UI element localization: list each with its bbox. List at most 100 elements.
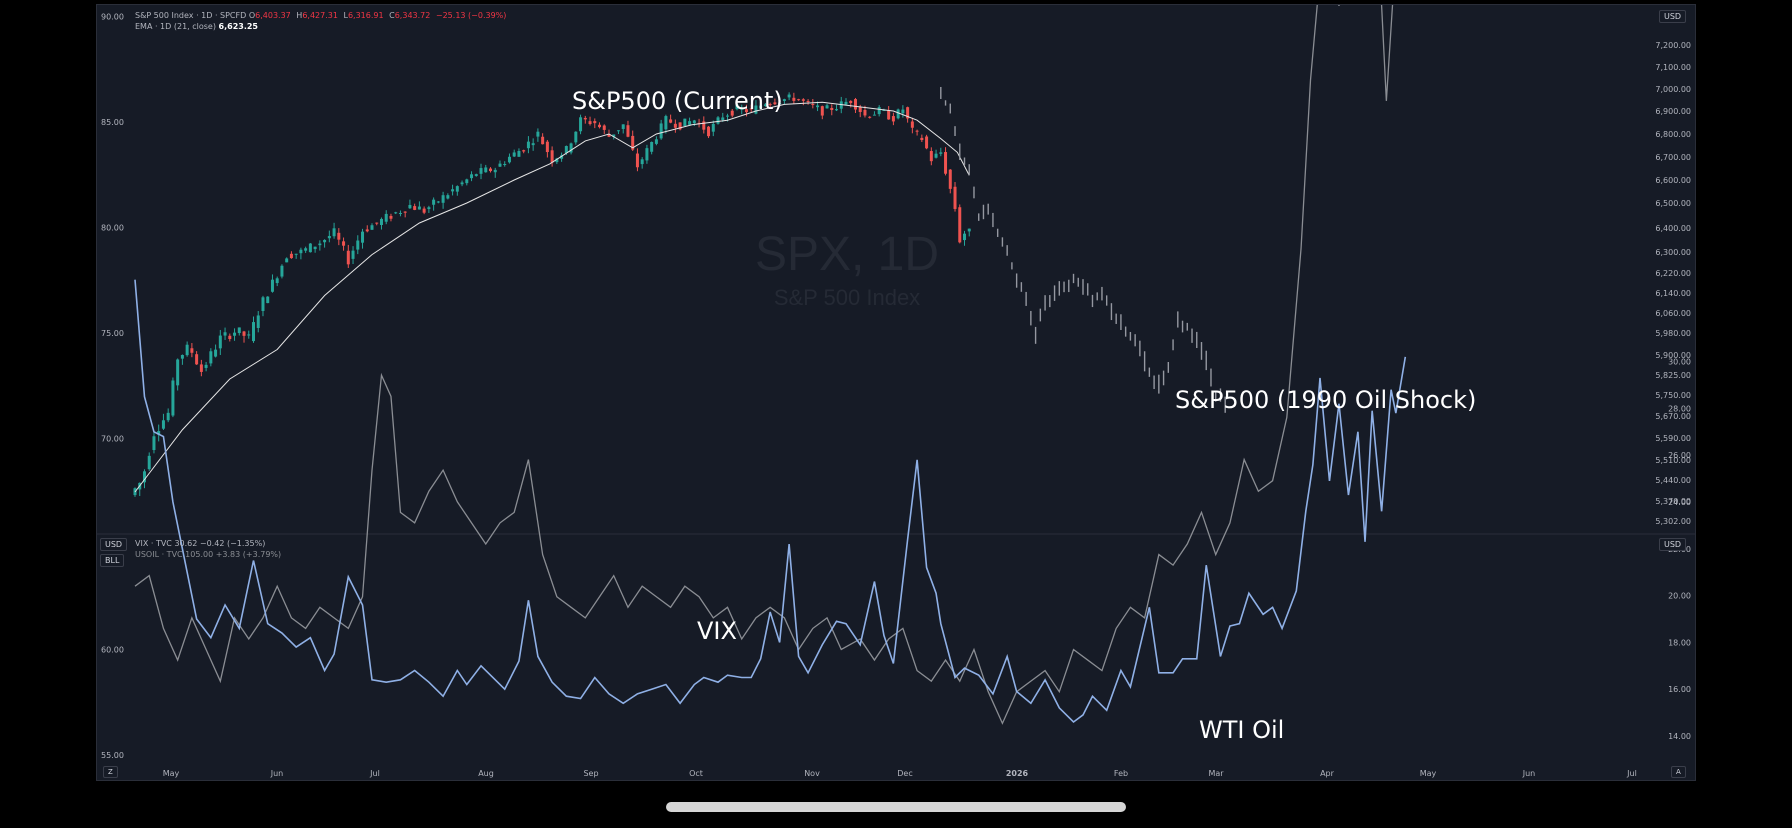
candle-body — [304, 248, 308, 251]
candle-body — [237, 327, 241, 334]
price-axis-label: 5,825.00 — [1655, 371, 1691, 380]
chart-canvas[interactable]: 7,200.00 7,100.00 7,000.00 6,900.00 6,800.00… — [97, 5, 1696, 781]
candle-body — [223, 332, 227, 336]
candle-body — [252, 322, 255, 342]
zoom-corner-left[interactable]: Z — [103, 766, 118, 778]
candle-body — [555, 158, 559, 163]
time-axis-label: Apr — [1320, 769, 1335, 778]
candle-body — [422, 208, 426, 213]
candle-body — [465, 179, 469, 184]
candle-body — [654, 139, 658, 144]
candle-body — [787, 94, 791, 98]
candle-body — [616, 130, 620, 132]
price-axis-label: 7,100.00 — [1655, 63, 1691, 72]
candle-body — [635, 153, 639, 168]
candle-body — [744, 109, 748, 113]
time-axis-label: Oct — [689, 769, 703, 778]
candle-body — [337, 232, 341, 240]
candle-body — [640, 159, 644, 165]
candle-body — [801, 99, 805, 101]
candle-body — [588, 121, 592, 125]
price-axis-label: 5,510.00 — [1655, 456, 1691, 465]
candle-body — [711, 123, 715, 132]
price-axis-label: 5,590.00 — [1655, 434, 1691, 443]
legend-c-label: C — [389, 11, 395, 20]
candle-body — [564, 146, 568, 154]
candle-body — [180, 354, 184, 359]
candle-body — [228, 335, 232, 340]
candle-body — [403, 211, 407, 213]
candle-body — [844, 101, 848, 105]
candle-body — [759, 105, 763, 109]
candle-body — [598, 124, 602, 128]
candle-body — [507, 156, 511, 163]
candle-body — [830, 107, 834, 111]
home-indicator[interactable] — [666, 802, 1126, 812]
vix-axis-label: 14.00 — [1668, 732, 1691, 741]
candle-body — [526, 141, 530, 149]
unit-badge-left[interactable]: BLL — [100, 554, 125, 567]
oil-axis-label: 85.00 — [101, 118, 124, 127]
candle-body — [763, 104, 767, 106]
candle-body — [868, 116, 872, 118]
candle-body — [915, 130, 919, 132]
ema-legend-name: EMA · 1D (21, close) — [135, 22, 216, 31]
candle-body — [484, 167, 488, 173]
candle-body — [607, 133, 611, 137]
candle-body — [948, 169, 952, 189]
auto-scale-corner[interactable]: A — [1671, 766, 1686, 778]
candle-body — [455, 186, 459, 192]
candle-body — [176, 359, 180, 386]
currency-badge-top[interactable]: USD — [1659, 10, 1687, 23]
candle-body — [327, 236, 331, 239]
candle-body — [541, 136, 545, 145]
wti-oil-line — [134, 5, 1394, 725]
candle-body — [683, 118, 687, 126]
candle-body — [147, 455, 151, 470]
candle-body — [161, 420, 165, 429]
candle-body — [218, 335, 222, 349]
currency-badge-lower[interactable]: USD — [1659, 538, 1687, 551]
oil-axis-label: 60.00 — [101, 646, 124, 655]
candle-body — [195, 354, 199, 365]
candle-body — [967, 228, 971, 232]
candle-body — [877, 107, 881, 115]
candle-body — [204, 364, 208, 368]
candle-body — [474, 174, 478, 176]
candle-body — [489, 168, 492, 172]
candle-body — [209, 351, 213, 364]
price-axis-label: 6,800.00 — [1655, 130, 1691, 139]
candle-body — [678, 122, 682, 130]
candle-body — [688, 121, 692, 125]
candle-body — [925, 136, 929, 149]
price-axis-label: 6,400.00 — [1655, 224, 1691, 233]
candle-body — [702, 121, 706, 130]
oil-axis-label: 90.00 — [101, 13, 124, 22]
candle-body — [626, 125, 630, 137]
currency-badge-left[interactable]: USD — [100, 538, 128, 551]
candle-body — [185, 344, 189, 356]
time-axis-label: Dec — [897, 769, 912, 778]
oil-axis-label: 75.00 — [101, 329, 124, 338]
candle-body — [256, 315, 260, 328]
candle-body — [939, 152, 943, 154]
candle-body — [806, 101, 810, 103]
candle-body — [342, 241, 346, 246]
candle-body — [858, 107, 862, 112]
candle-body — [593, 121, 597, 124]
candle-body — [820, 106, 824, 116]
candle-body — [545, 141, 549, 153]
legend-c-value: 6,343.72 — [394, 11, 431, 20]
candle-body — [896, 109, 900, 119]
candle-body — [190, 348, 194, 353]
candle-body — [872, 114, 876, 116]
candle-body — [929, 151, 933, 162]
ema-legend-value: 6,623.25 — [218, 22, 258, 31]
main-legend-name: S&P 500 Index · 1D · SPCFD — [135, 11, 247, 20]
candle-body — [773, 102, 777, 105]
vix-axis-label: 26.00 — [1668, 451, 1691, 460]
candle-body — [242, 331, 246, 336]
candle-body — [503, 163, 507, 165]
price-axis-label: 6,700.00 — [1655, 153, 1691, 162]
candle-body — [754, 105, 758, 114]
